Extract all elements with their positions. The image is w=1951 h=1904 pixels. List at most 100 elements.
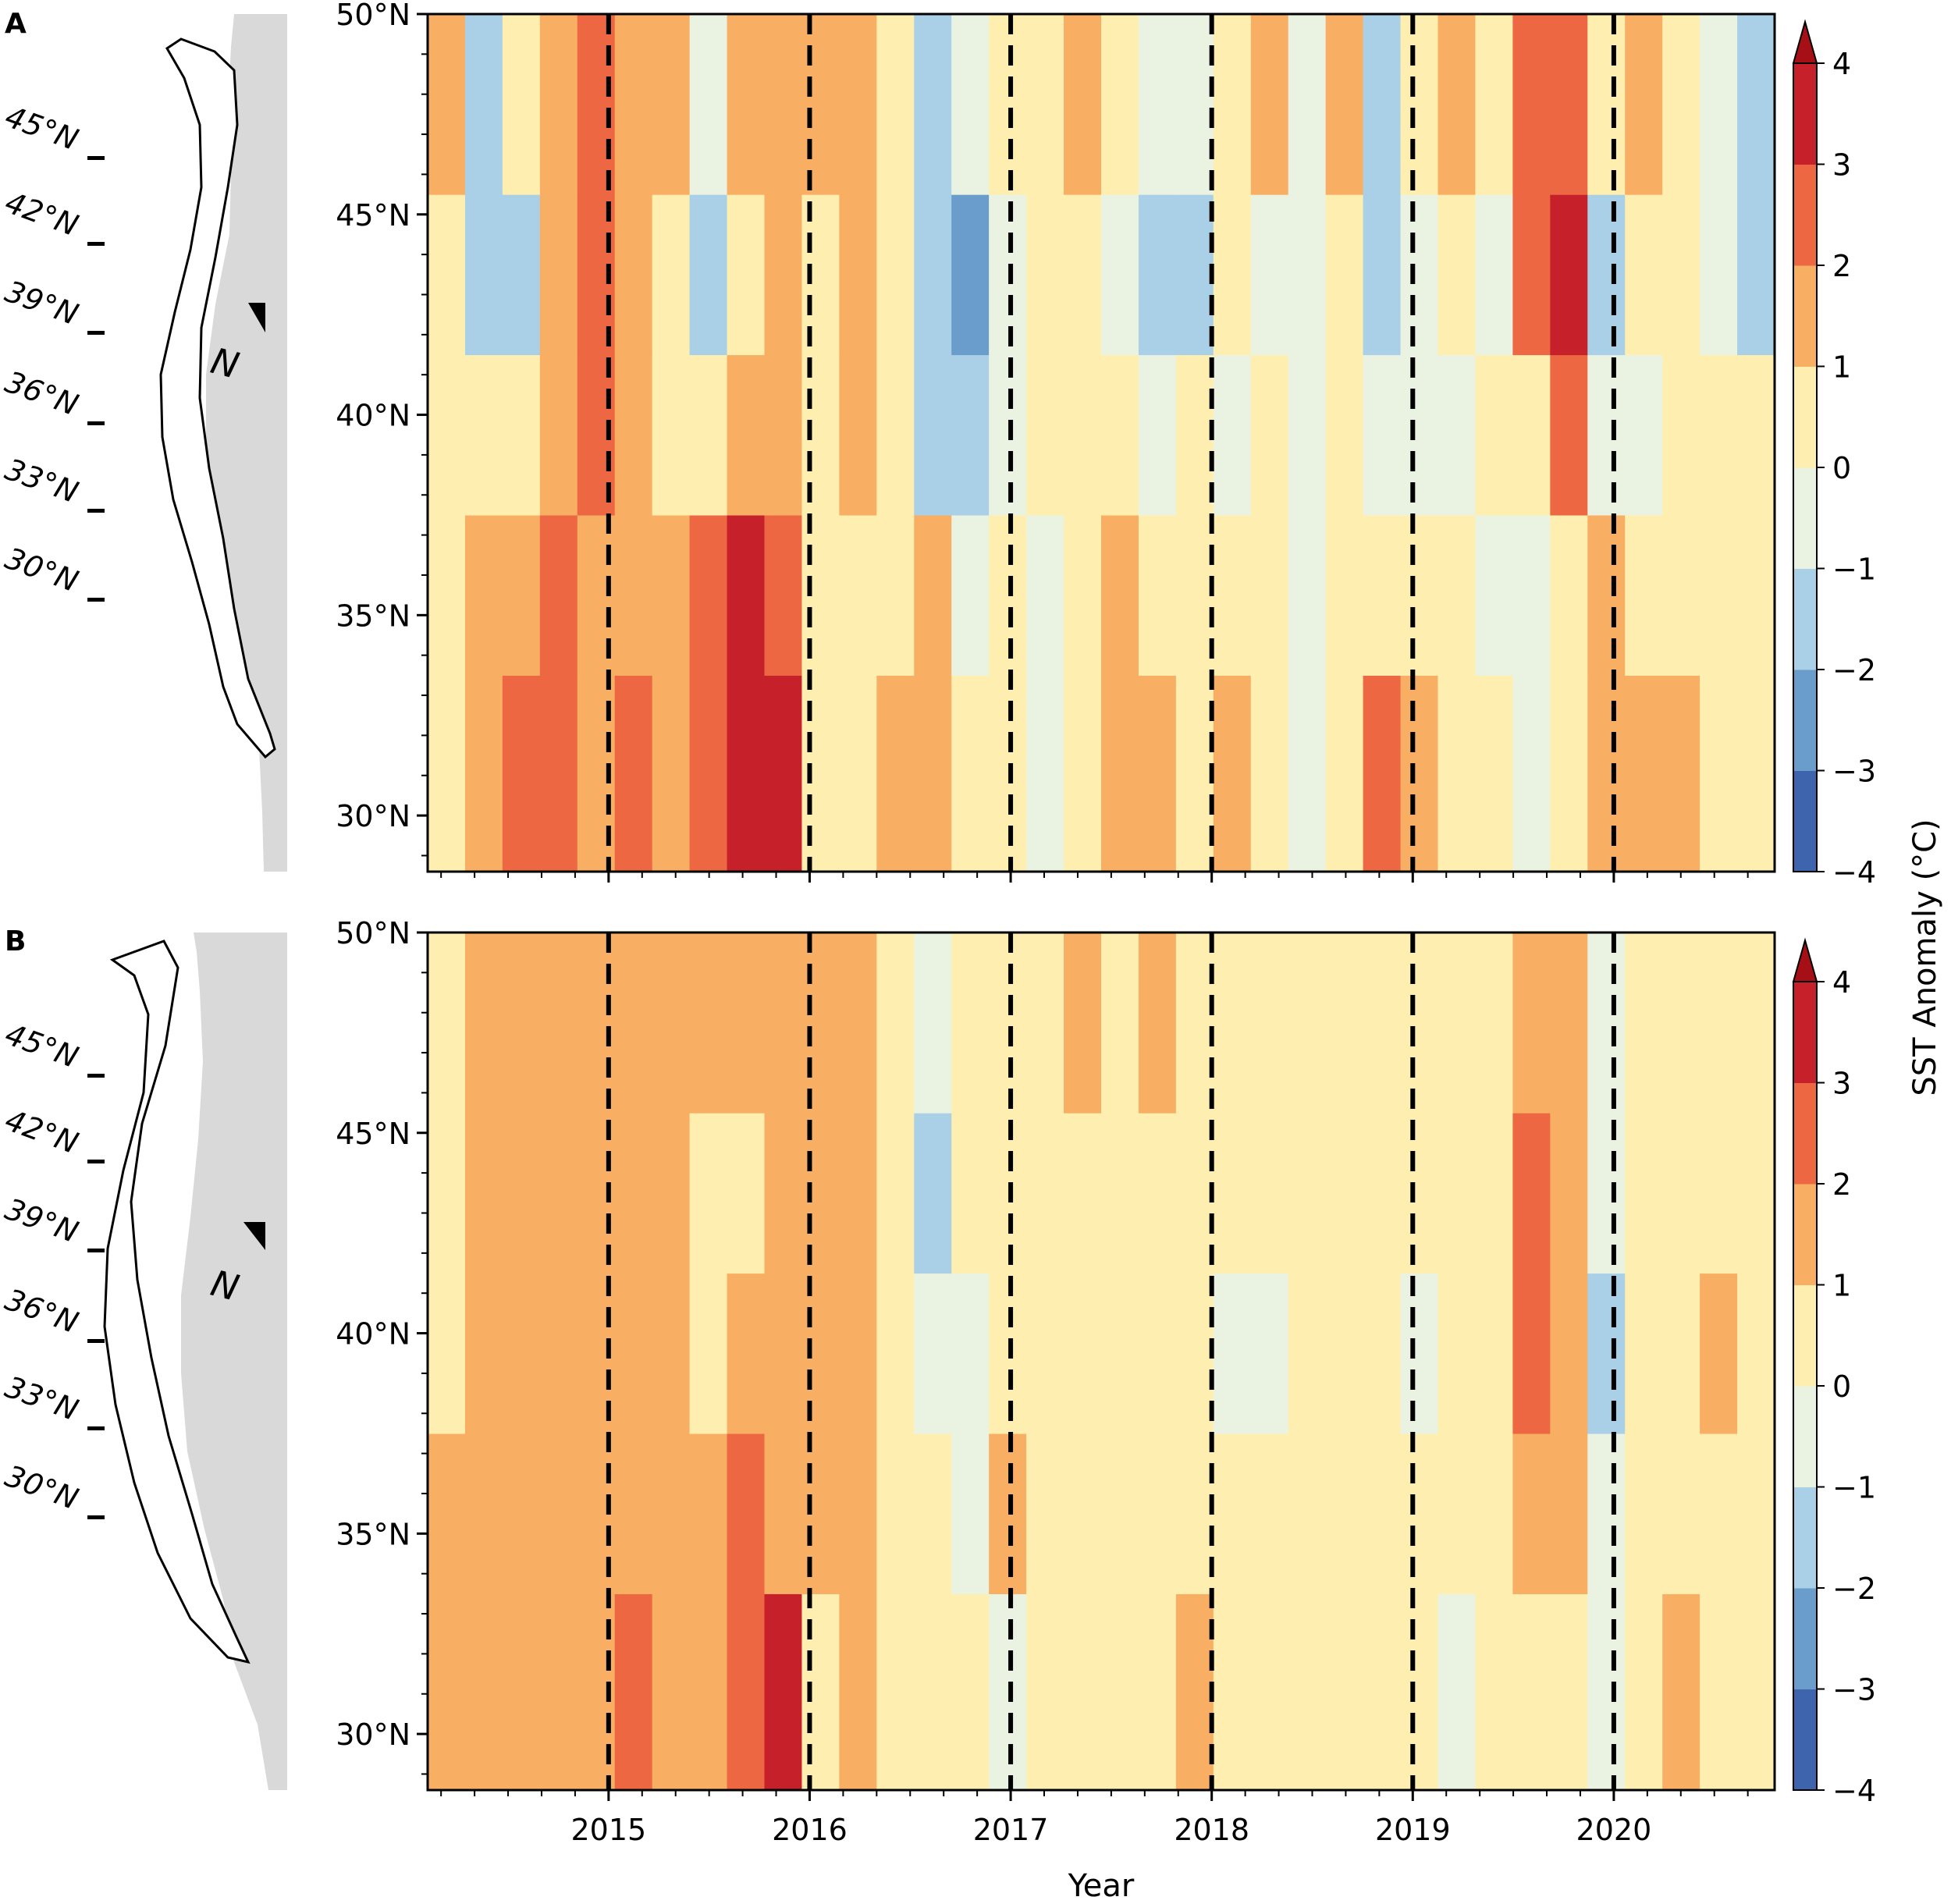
- heatmap-cell: [1138, 1593, 1177, 1790]
- heatmap-cell: [614, 14, 653, 195]
- x-tick-label: 2015: [570, 1813, 646, 1847]
- year-lines-b: [606, 932, 1616, 1790]
- heatmap-cell: [577, 14, 616, 195]
- heatmap-cell: [1250, 932, 1289, 1114]
- heatmap-cell: [1737, 932, 1775, 1114]
- heatmap-cell: [539, 1593, 578, 1790]
- colorbar-a: −4 −3 −2 −1 0 1 2 3 4: [1792, 19, 1876, 890]
- heatmap-cell: [727, 354, 766, 516]
- heatmap-cell: [502, 194, 541, 356]
- colorbar-tick-label: 4: [1832, 47, 1851, 81]
- heatmap-cell: [989, 194, 1027, 356]
- heatmap-cell: [1175, 1593, 1214, 1790]
- y-tick-label: 30°N: [336, 1718, 410, 1752]
- heatmap-cell: [764, 1593, 803, 1790]
- heatmap-cell: [1288, 1273, 1327, 1434]
- heatmap-cell: [1662, 675, 1700, 872]
- heatmap-cell: [652, 675, 691, 872]
- heatmap-cell: [1101, 932, 1139, 1114]
- heatmap-cell: [1737, 14, 1775, 195]
- heatmap-cell: [989, 1113, 1027, 1274]
- heatmap-cell: [989, 1433, 1027, 1594]
- y-tick-label: 40°N: [336, 399, 410, 433]
- x-tick-label: 2018: [1174, 1813, 1249, 1847]
- heatmap-cell: [1662, 1433, 1700, 1594]
- heatmap-cell: [1550, 354, 1588, 516]
- heatmap-cell: [1325, 1273, 1364, 1434]
- plot-frame-b: [426, 931, 1776, 1792]
- colorbar-swatch: [1793, 1487, 1817, 1589]
- north-arrow-icon: [243, 1222, 265, 1250]
- colorbar-swatch: [1793, 670, 1817, 771]
- colorbar-tick-label: −2: [1832, 653, 1876, 687]
- heatmap-cell: [1138, 194, 1177, 356]
- heatmap-cell: [1700, 194, 1738, 356]
- heatmap-cell: [1026, 14, 1064, 195]
- heatmap-cell: [1587, 1273, 1626, 1434]
- heatmap-cell: [464, 1113, 503, 1274]
- heatmap-cell: [1587, 1593, 1626, 1790]
- colorbar-swatch: [1793, 1184, 1817, 1285]
- map-lat-labels-b: 45°N 42°N 39°N 36°N 33°N 30°N: [1, 1017, 83, 1516]
- heatmap-cell: [951, 1433, 990, 1594]
- heatmap-cell: [914, 14, 952, 195]
- heatmap-cell: [689, 1273, 728, 1434]
- colorbar-swatch: [1793, 770, 1817, 872]
- heatmap-cell: [1400, 1593, 1439, 1790]
- heatmap-cell: [1250, 1113, 1289, 1274]
- heatmap-cell: [989, 1273, 1027, 1434]
- colorbar-tick-label: 0: [1832, 1369, 1851, 1404]
- heatmap-cell: [951, 14, 990, 195]
- heatmap-cell: [1213, 675, 1252, 872]
- heatmap-cell: [1737, 1593, 1775, 1790]
- heatmap-cell: [689, 14, 728, 195]
- heatmap-cell: [1700, 354, 1738, 516]
- heatmap-cell: [614, 1113, 653, 1274]
- heatmap-cell: [464, 14, 503, 195]
- map-lat-label: 45°N: [1, 99, 83, 157]
- heatmap-cell: [464, 1273, 503, 1434]
- heatmap-cell: [1138, 1273, 1177, 1434]
- heatmap-cell: [727, 1273, 766, 1434]
- heatmap-cell: [1700, 675, 1738, 872]
- heatmap-cell: [1250, 14, 1289, 195]
- colorbar-swatch: [1793, 1284, 1817, 1387]
- heatmap-cell: [727, 675, 766, 872]
- heatmap-cell: [1213, 514, 1252, 676]
- colorbar-tick-label: 3: [1832, 1067, 1851, 1101]
- heatmap-cell: [1662, 1113, 1700, 1274]
- heatmap-cell: [839, 1593, 877, 1790]
- heatmap-cell: [1662, 932, 1700, 1114]
- map-lat-label: 39°N: [1, 1192, 83, 1249]
- heatmap-cell: [839, 1433, 877, 1594]
- heatmap-cell: [1288, 1433, 1327, 1594]
- heatmap-cell: [951, 675, 990, 872]
- heatmap-cell: [1475, 1273, 1513, 1434]
- heatmap-cell: [801, 14, 840, 195]
- heatmap-cell: [1587, 514, 1626, 676]
- heatmap-cell: [876, 1113, 915, 1274]
- heatmap-cell: [652, 354, 691, 516]
- colorbar-tick-label: 3: [1832, 148, 1851, 183]
- heatmap-cell: [1325, 1593, 1364, 1790]
- heatmap-cell: [1138, 354, 1177, 516]
- heatmap-cell: [1550, 1433, 1588, 1594]
- heatmap-cell: [951, 1593, 990, 1790]
- heatmap-cell: [1213, 14, 1252, 195]
- colorbar-tick-label: −4: [1832, 855, 1876, 890]
- colorbar-swatch: [1793, 1689, 1817, 1791]
- x-axis-title: Year: [1068, 1868, 1135, 1904]
- heatmap-cell: [1700, 932, 1738, 1114]
- heatmap-cell: [539, 354, 578, 516]
- heatmap-cell: [652, 1113, 691, 1274]
- heatmap-cell: [1587, 354, 1626, 516]
- heatmap-cell: [1475, 514, 1513, 676]
- heatmap-cell: [1550, 932, 1588, 1114]
- heatmap-cell: [1288, 1113, 1327, 1274]
- heatmap-cell: [1625, 514, 1663, 676]
- heatmap-cell: [1625, 354, 1663, 516]
- heatmap-cell: [1512, 1433, 1551, 1594]
- map-lat-label: 30°N: [1, 541, 83, 599]
- heatmap-cell: [1064, 514, 1102, 676]
- coastal-strip-outline-a: [159, 37, 276, 759]
